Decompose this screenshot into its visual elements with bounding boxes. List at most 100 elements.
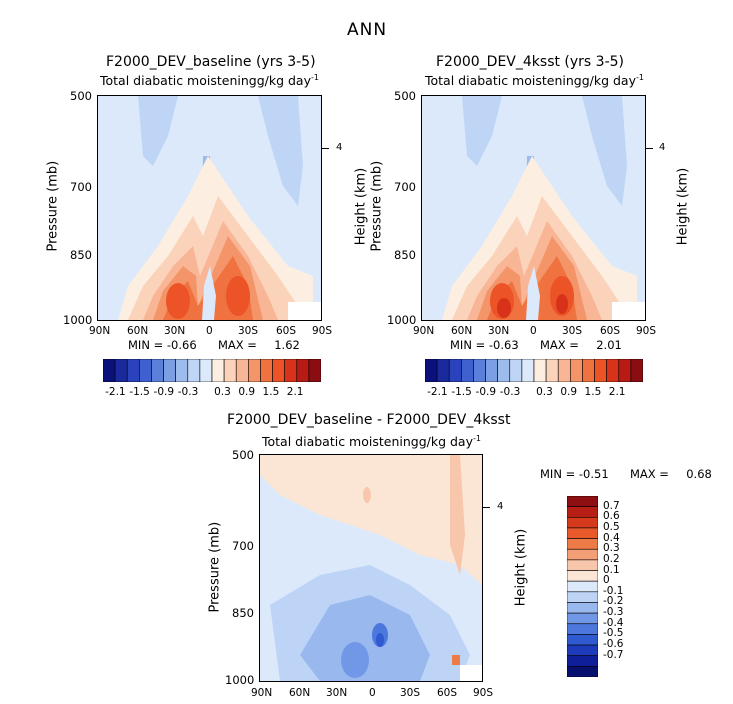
panel3-ytick-850: 850 [232, 606, 254, 620]
colorbar-swatch-3 [448, 359, 462, 382]
panel3-subtitle-text: Total diabatic moistening [262, 434, 419, 450]
colorbar-swatch-7 [175, 359, 189, 382]
colorbar-swatch-17 [567, 666, 598, 677]
colorbar-label: -1.5 [451, 386, 472, 398]
panel1-ytick-700: 700 [70, 180, 92, 194]
panel1-ylabel-right: Height (km) [353, 167, 369, 246]
panel1-right-tick [321, 148, 329, 149]
panel1-units-sup: -1 [311, 73, 319, 82]
figure-title: ANN [347, 20, 388, 40]
panel2-minmax: MIN = -0.63 MAX = 2.01 [450, 338, 622, 352]
panel2-units: g/kg day [581, 73, 636, 89]
colorbar-label: 1.5 [262, 386, 280, 398]
panel2-max-value: 2.01 [596, 338, 622, 352]
panel2-ylabel: Pressure (mb) [369, 160, 385, 252]
panel2-units-sup: -1 [636, 73, 644, 82]
colorbar-label: 2.1 [286, 386, 304, 398]
panel1-xtick-90n: 90N [89, 325, 111, 337]
panel2-min-label: MIN = [450, 338, 486, 352]
colorbar-label: -2.1 [427, 386, 448, 398]
panel2-xtick-90n: 90N [413, 325, 435, 337]
panel3-xtick-60n: 60N [289, 687, 311, 699]
panel1-xtick-30n: 30N [164, 325, 186, 337]
colorbar-swatch-1 [567, 496, 598, 507]
colorbar-swatch-7 [567, 559, 598, 571]
colorbar-swatch-5 [473, 359, 486, 382]
colorbar-swatch-12 [557, 359, 571, 382]
panel1-colorbar [103, 359, 321, 382]
panel3-right-tick [482, 507, 490, 508]
colorbar-swatch-12 [235, 359, 249, 382]
panel1-max-value: 1.62 [274, 338, 300, 352]
colorbar-swatch-4 [461, 359, 474, 382]
colorbar-label: -0.9 [475, 386, 497, 398]
panel3-xtick-30n: 30N [326, 687, 348, 699]
panel2-xtick-30s: 30S [562, 325, 583, 337]
colorbar-swatch-13 [567, 623, 598, 635]
panel3-ylabel-right: Height (km) [513, 528, 529, 607]
contour-max-nh [497, 298, 511, 318]
colorbar-swatch-16 [606, 359, 620, 382]
panel1-plot [97, 95, 322, 321]
panel2-subtitle: Total diabatic moisteningg/kg day-1 [425, 73, 644, 88]
panel2-colorbar [425, 359, 643, 382]
colorbar-label: -0.6 [603, 638, 624, 651]
colorbar-label: 0.3 [214, 386, 231, 398]
colorbar-swatch-3 [567, 516, 598, 529]
colorbar-label: -0.3 [603, 606, 624, 619]
colorbar-label: 0 [603, 574, 610, 587]
colorbar-label: -0.9 [153, 386, 175, 398]
panel1-ylabel: Pressure (mb) [45, 160, 61, 252]
colorbar-swatch-14 [260, 359, 273, 382]
panel1-xtick-60n: 60N [127, 325, 149, 337]
panel2-plot [421, 95, 646, 321]
colorbar-label: -0.3 [499, 386, 521, 398]
diff-pos-spot [363, 487, 371, 503]
panel2-ytick-700: 700 [394, 180, 416, 194]
colorbar-label: 0.1 [603, 563, 620, 576]
colorbar-swatch-1 [425, 359, 438, 382]
colorbar-label: 0.3 [536, 386, 553, 398]
panel1-xtick-60s: 60S [276, 325, 297, 337]
panel1-xtick-90s: 90S [312, 325, 333, 337]
colorbar-swatch-11 [545, 359, 559, 382]
panel2-xtick-0: 0 [530, 325, 537, 337]
colorbar-swatch-11 [223, 359, 237, 382]
panel3-ytick-700: 700 [232, 539, 254, 553]
panel3-minmax: MIN = -0.51 MAX = 0.68 [540, 467, 712, 481]
colorbar-swatch-3 [126, 359, 140, 382]
colorbar-swatch-6 [485, 359, 498, 382]
panel3-units-sup: -1 [473, 434, 481, 443]
panel1-xtick-0: 0 [206, 325, 213, 337]
diff-pos-edge [452, 655, 460, 665]
panel3-units: g/kg day [418, 434, 473, 450]
panel2-max-label: MAX = [539, 338, 579, 352]
colorbar-swatch-11 [567, 602, 598, 614]
colorbar-swatch-15 [567, 644, 598, 657]
panel1-subtitle: Total diabatic moisteningg/kg day-1 [100, 73, 319, 88]
panel1-subtitle-text: Total diabatic moistening [100, 73, 257, 89]
diff-neg-3 [300, 595, 430, 681]
contour-max-sh [556, 294, 568, 314]
colorbar-swatch-9 [199, 359, 213, 382]
panel3-xtick-0: 0 [369, 687, 376, 699]
colorbar-swatch-14 [582, 359, 595, 382]
panel3-xtick-30s: 30S [400, 687, 421, 699]
panel3-xtick-90n: 90N [251, 687, 273, 699]
panel2-xtick-90s: 90S [636, 325, 657, 337]
panel3-subtitle: Total diabatic moisteningg/kg day-1 [262, 434, 481, 449]
colorbar-label: -0.3 [177, 386, 199, 398]
colorbar-swatch-17 [618, 359, 632, 382]
colorbar-label: -0.1 [603, 584, 624, 597]
colorbar-swatch-5 [567, 538, 598, 550]
diff-neg-6 [376, 633, 384, 647]
diff-neg-4 [341, 642, 369, 678]
panel2-title: F2000_DEV_4ksst (yrs 3-5) [436, 54, 625, 70]
panel2-ytick-850: 850 [394, 248, 416, 262]
panel1-ytick-500: 500 [70, 89, 92, 103]
panel1-max-label: MAX = [217, 338, 257, 352]
panel1-min-label: MIN = [128, 338, 164, 352]
panel1-ytick-850: 850 [70, 248, 92, 262]
colorbar-swatch-17 [296, 359, 310, 382]
colorbar-label: 0.2 [603, 552, 620, 565]
